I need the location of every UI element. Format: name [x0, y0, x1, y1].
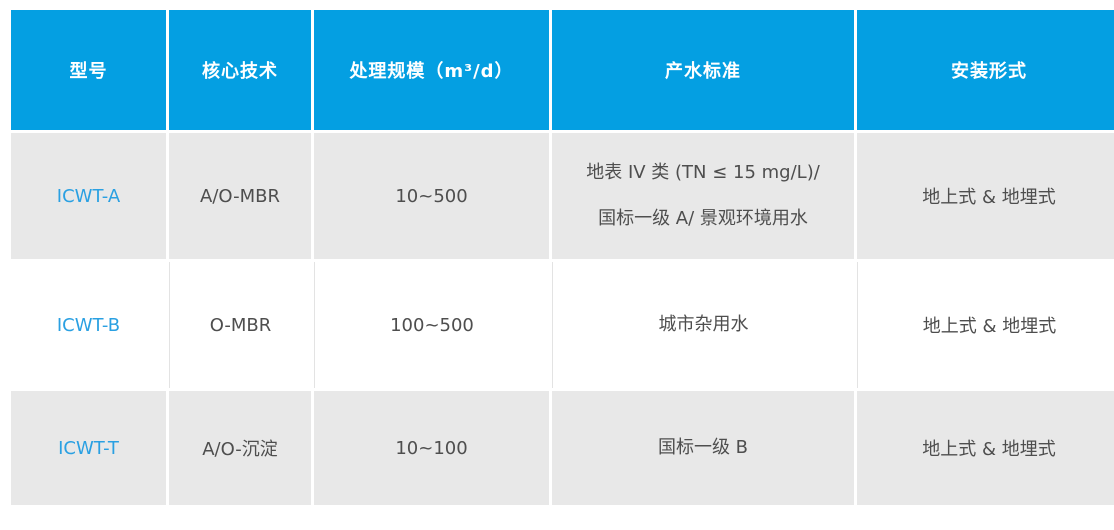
header-row: 型号 核心技术 处理规模（m³/d） 产水标准 安装形式 — [11, 10, 1114, 130]
table-row-icwt-t: ICWT-T A/O-沉淀 10~100 国标一级 B 地上式 & 地埋式 — [11, 391, 1114, 505]
cell-scale: 10~100 — [314, 391, 549, 505]
cell-standard: 国标一级 B — [552, 391, 854, 505]
cell-scale: 10~500 — [314, 133, 549, 259]
table-header: 型号 核心技术 处理规模（m³/d） 产水标准 安装形式 — [11, 10, 1114, 130]
cell-model: ICWT-A — [11, 133, 166, 259]
product-spec-table: 型号 核心技术 处理规模（m³/d） 产水标准 安装形式 ICWT-A A/O-… — [8, 7, 1114, 508]
header-cell-installation: 安装形式 — [857, 10, 1114, 130]
header-cell-standard: 产水标准 — [552, 10, 854, 130]
header-cell-model: 型号 — [11, 10, 166, 130]
table-body: ICWT-A A/O-MBR 10~500 地表 IV 类 (TN ≤ 15 m… — [11, 133, 1114, 505]
header-cell-scale: 处理规模（m³/d） — [314, 10, 549, 130]
standard-line: 国标一级 B — [657, 437, 749, 459]
cell-installation: 地上式 & 地埋式 — [857, 262, 1114, 388]
cell-model: ICWT-B — [11, 262, 166, 388]
cell-technology: A/O-沉淀 — [169, 391, 311, 505]
table-row-icwt-b: ICWT-B O-MBR 100~500 城市杂用水 地上式 & 地埋式 — [11, 262, 1114, 388]
cell-scale: 100~500 — [314, 262, 549, 388]
standard-line: 国标一级 A/ 景观环境用水 — [598, 208, 808, 229]
standard-line: 城市杂用水 — [658, 314, 749, 336]
cell-standard: 地表 IV 类 (TN ≤ 15 mg/L)/ 国标一级 A/ 景观环境用水 — [552, 133, 854, 259]
cell-installation: 地上式 & 地埋式 — [857, 391, 1114, 505]
header-cell-technology: 核心技术 — [169, 10, 311, 130]
cell-standard: 城市杂用水 — [552, 262, 854, 388]
cell-technology: O-MBR — [169, 262, 311, 388]
cell-model: ICWT-T — [11, 391, 166, 505]
table-row-icwt-a: ICWT-A A/O-MBR 10~500 地表 IV 类 (TN ≤ 15 m… — [11, 133, 1114, 259]
cell-installation: 地上式 & 地埋式 — [857, 133, 1114, 259]
standard-line: 地表 IV 类 (TN ≤ 15 mg/L)/ — [586, 162, 820, 184]
cell-technology: A/O-MBR — [169, 133, 311, 259]
